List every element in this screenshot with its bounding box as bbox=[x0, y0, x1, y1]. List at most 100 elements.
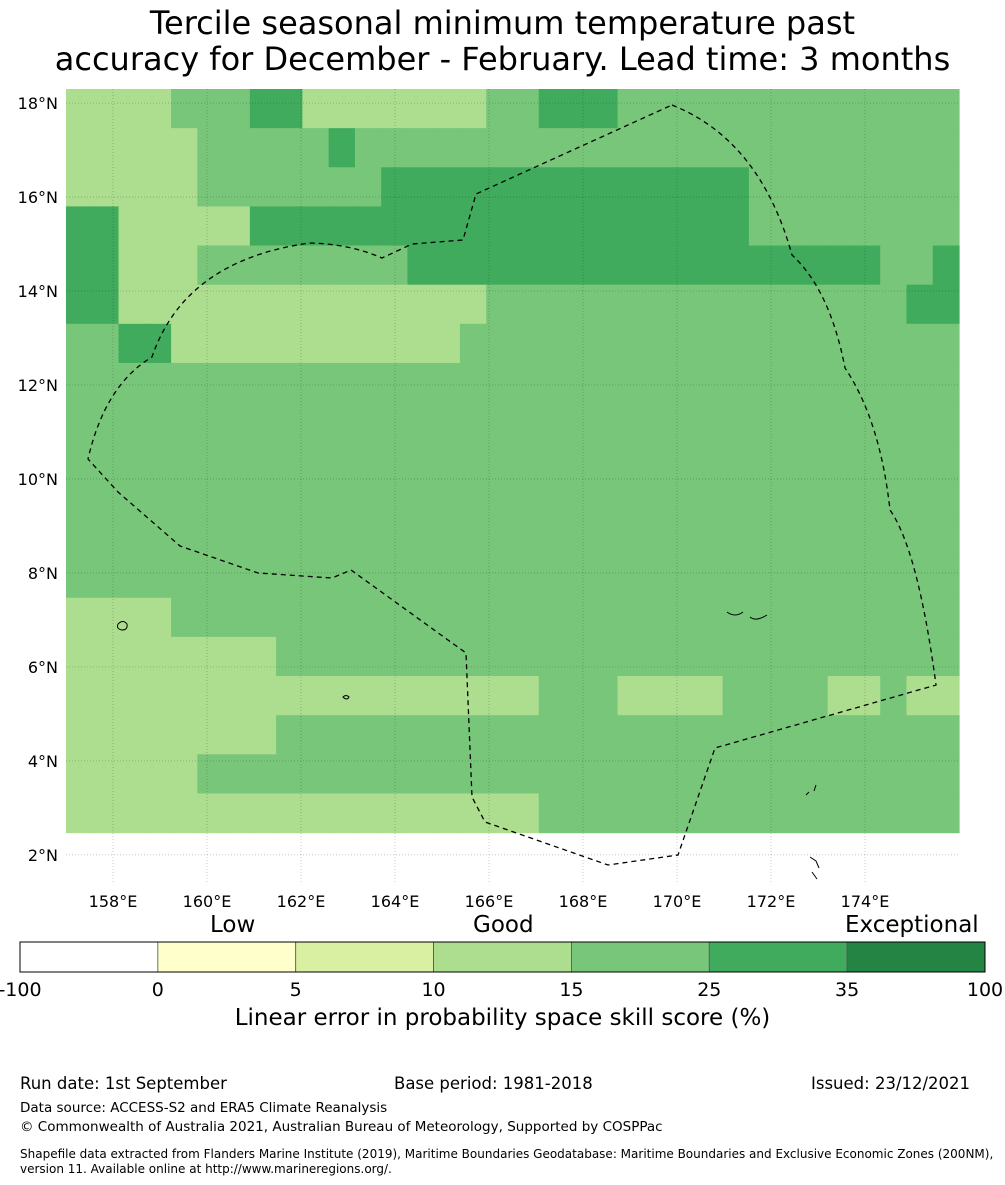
skill-cell bbox=[565, 206, 592, 247]
skill-cell bbox=[249, 793, 277, 834]
skill-cell bbox=[591, 402, 619, 442]
skill-cell bbox=[538, 558, 566, 599]
skill-cell bbox=[722, 676, 750, 716]
skill-cell bbox=[276, 441, 303, 481]
skill-cell bbox=[722, 206, 750, 247]
skill-cell bbox=[249, 597, 277, 638]
skill-cell bbox=[486, 441, 514, 481]
skill-cell bbox=[197, 636, 225, 677]
skill-cell bbox=[853, 206, 881, 247]
skill-cell bbox=[144, 441, 172, 481]
skill-cell bbox=[459, 558, 487, 599]
lon-tick-label: 172°E bbox=[747, 892, 796, 911]
skill-cell bbox=[354, 793, 382, 834]
skill-cell bbox=[775, 323, 803, 364]
skill-cell bbox=[722, 480, 750, 521]
lat-tick-label: 2°N bbox=[28, 846, 58, 865]
skill-cell bbox=[66, 715, 93, 755]
skill-cell bbox=[302, 636, 330, 677]
skill-cell bbox=[118, 128, 146, 168]
skill-cell bbox=[670, 128, 697, 168]
skill-cell bbox=[354, 245, 382, 286]
skill-cell bbox=[696, 519, 724, 560]
skill-cell bbox=[617, 754, 645, 795]
skill-cell bbox=[328, 284, 356, 325]
skill-cell bbox=[66, 402, 93, 442]
skill-cell bbox=[354, 362, 382, 403]
skill-cell bbox=[775, 676, 803, 716]
skill-cell bbox=[197, 715, 225, 755]
skill-cell bbox=[722, 167, 750, 208]
skill-cell bbox=[276, 167, 303, 208]
skill-cell bbox=[827, 519, 855, 560]
skill-cell bbox=[801, 480, 829, 521]
skill-cell bbox=[459, 402, 487, 442]
skill-cell bbox=[696, 206, 724, 247]
skill-cell bbox=[92, 323, 120, 364]
skill-cell bbox=[171, 793, 198, 834]
skill-cell bbox=[722, 793, 750, 834]
skill-cell bbox=[354, 128, 382, 168]
skill-cell bbox=[617, 480, 645, 521]
skill-cell bbox=[381, 480, 409, 521]
skill-cell bbox=[617, 519, 645, 560]
skill-cell bbox=[381, 519, 409, 560]
skill-cell bbox=[696, 89, 724, 129]
skill-cell bbox=[197, 793, 225, 834]
colorbar-tick-label: 35 bbox=[835, 979, 859, 1001]
skill-cell bbox=[748, 362, 776, 403]
skill-cell bbox=[328, 793, 356, 834]
skill-cell bbox=[643, 128, 671, 168]
skill-cell bbox=[223, 284, 251, 325]
skill-cell bbox=[249, 558, 277, 599]
skill-cell bbox=[249, 519, 277, 560]
skill-cell bbox=[565, 284, 592, 325]
skill-cell bbox=[144, 402, 172, 442]
skill-cell bbox=[880, 754, 908, 795]
skill-cell bbox=[512, 676, 540, 716]
skill-cell bbox=[853, 519, 881, 560]
lon-tick-label: 158°E bbox=[89, 892, 138, 911]
skill-cell bbox=[302, 245, 330, 286]
skill-cell bbox=[144, 284, 172, 325]
skill-cell bbox=[171, 206, 198, 247]
map-axes: 158°E 160°E 162°E 164°E 166°E 168°E 170°E 172°E… bbox=[18, 94, 890, 911]
skill-cell bbox=[748, 167, 776, 208]
skill-cell bbox=[906, 128, 934, 168]
skill-cell bbox=[827, 597, 855, 638]
skill-cell bbox=[407, 558, 435, 599]
skill-cell bbox=[512, 402, 540, 442]
skill-cell bbox=[171, 167, 198, 208]
skill-cell bbox=[197, 676, 225, 716]
skill-cell bbox=[381, 245, 409, 286]
skill-cell bbox=[880, 636, 908, 677]
skill-cell bbox=[748, 89, 776, 129]
skill-cell bbox=[118, 636, 146, 677]
skill-cell bbox=[827, 323, 855, 364]
skill-cell bbox=[853, 284, 881, 325]
skill-cell bbox=[118, 323, 146, 364]
skill-cell bbox=[249, 323, 277, 364]
skill-cell bbox=[880, 89, 908, 129]
skill-cell bbox=[328, 597, 356, 638]
skill-cell bbox=[748, 402, 776, 442]
skill-cell bbox=[591, 323, 619, 364]
skill-cell bbox=[827, 402, 855, 442]
skill-cell bbox=[381, 754, 409, 795]
skill-cell bbox=[670, 323, 697, 364]
skill-cell bbox=[486, 362, 514, 403]
skill-cell bbox=[617, 402, 645, 442]
colorbar-tick-label: 25 bbox=[697, 979, 721, 1001]
skill-cell bbox=[381, 441, 409, 481]
skill-cell bbox=[853, 676, 881, 716]
island-markers bbox=[117, 611, 820, 880]
skill-cell bbox=[223, 206, 251, 247]
skill-cell bbox=[249, 402, 277, 442]
skill-cell bbox=[407, 362, 435, 403]
skill-cell bbox=[591, 284, 619, 325]
skill-cell bbox=[748, 284, 776, 325]
skill-cell bbox=[92, 715, 120, 755]
skill-cell bbox=[197, 206, 225, 247]
skill-cell bbox=[932, 793, 960, 834]
skill-cell bbox=[302, 362, 330, 403]
